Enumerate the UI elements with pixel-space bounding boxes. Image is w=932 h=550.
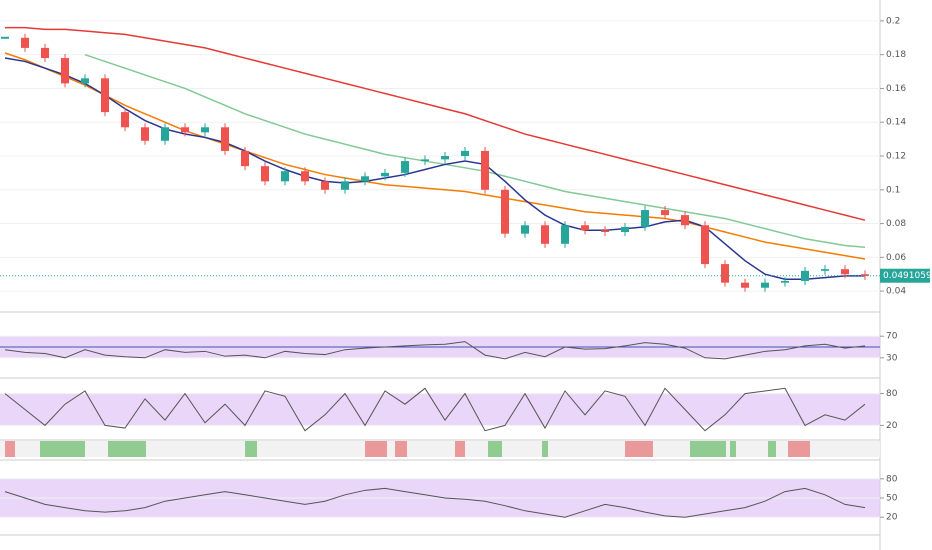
moving-average (4, 57, 865, 281)
candle (441, 156, 449, 160)
y-tick-label: 0.16 (886, 84, 906, 94)
y-tick-label: 0.1 (886, 185, 900, 195)
y-tick-label: 0.08 (886, 219, 906, 229)
candle (561, 225, 569, 244)
candle (61, 58, 69, 84)
signal (395, 441, 407, 457)
candle (161, 127, 169, 141)
y-tick-label: 50 (886, 494, 898, 504)
candle (821, 269, 829, 271)
signal (488, 441, 502, 457)
candle (101, 78, 109, 113)
signal (690, 441, 726, 457)
candle (461, 150, 469, 156)
candle (421, 159, 429, 162)
candle (21, 37, 29, 48)
candle (501, 189, 509, 234)
candle (221, 127, 229, 151)
candle (541, 225, 549, 244)
y-tick-label: 70 (886, 332, 898, 342)
moving-average (84, 53, 866, 248)
candle (361, 176, 369, 182)
signal (455, 441, 465, 457)
candle (241, 150, 249, 167)
candle (181, 127, 189, 133)
candle (781, 280, 789, 283)
candle (601, 230, 609, 232)
y-tick-label: 0.04 (886, 287, 906, 297)
candle (341, 181, 349, 190)
strip-bg (0, 441, 880, 457)
candle (741, 282, 749, 288)
indicator-line (4, 387, 866, 432)
signal (625, 441, 653, 457)
candle (801, 270, 809, 281)
candle (381, 172, 389, 177)
candle (261, 166, 269, 182)
y-tick-label: 0.14 (886, 118, 906, 128)
y-tick-label: 20 (886, 421, 898, 431)
last-price-box (880, 268, 930, 283)
candle (141, 127, 149, 141)
signal (788, 441, 810, 457)
signal (365, 441, 387, 457)
candle (581, 225, 589, 231)
candle (661, 210, 669, 216)
signal (5, 441, 15, 457)
indicator-line (4, 341, 866, 360)
y-tick-label: 20 (886, 513, 898, 523)
candle (41, 47, 49, 59)
candle (401, 161, 409, 173)
y-tick-label: 30 (886, 353, 898, 363)
moving-average (5, 26, 866, 221)
candle (721, 264, 729, 283)
indicator-line (4, 487, 866, 518)
signal (768, 441, 776, 457)
y-tick-label: 0.2 (886, 16, 900, 26)
candle (681, 215, 689, 226)
signal (730, 441, 736, 457)
candle (201, 127, 209, 133)
candle (301, 171, 309, 182)
candle (281, 171, 289, 182)
band (0, 393, 880, 426)
signal (108, 441, 146, 457)
candle (701, 225, 709, 265)
candle (521, 225, 529, 234)
candle (121, 112, 129, 128)
signal-strip (0, 441, 880, 457)
y-tick-label: 80 (886, 389, 898, 399)
signal (245, 441, 257, 457)
candle (1, 36, 9, 39)
signal (542, 441, 548, 457)
y-tick-label: 0.12 (886, 152, 906, 162)
candle (481, 150, 489, 190)
candle (641, 210, 649, 227)
candle (321, 181, 329, 190)
y-tick-label: 80 (886, 474, 898, 484)
candle (621, 226, 629, 232)
last-price-label: 0.04910590 (883, 271, 932, 281)
y-tick-label: 0.18 (886, 50, 906, 60)
candle (761, 282, 769, 288)
moving-average (4, 52, 866, 260)
candle (841, 269, 849, 275)
candle (81, 78, 89, 84)
y-tick-label: 0.06 (886, 253, 906, 263)
candle (861, 274, 869, 276)
signal (40, 441, 85, 457)
